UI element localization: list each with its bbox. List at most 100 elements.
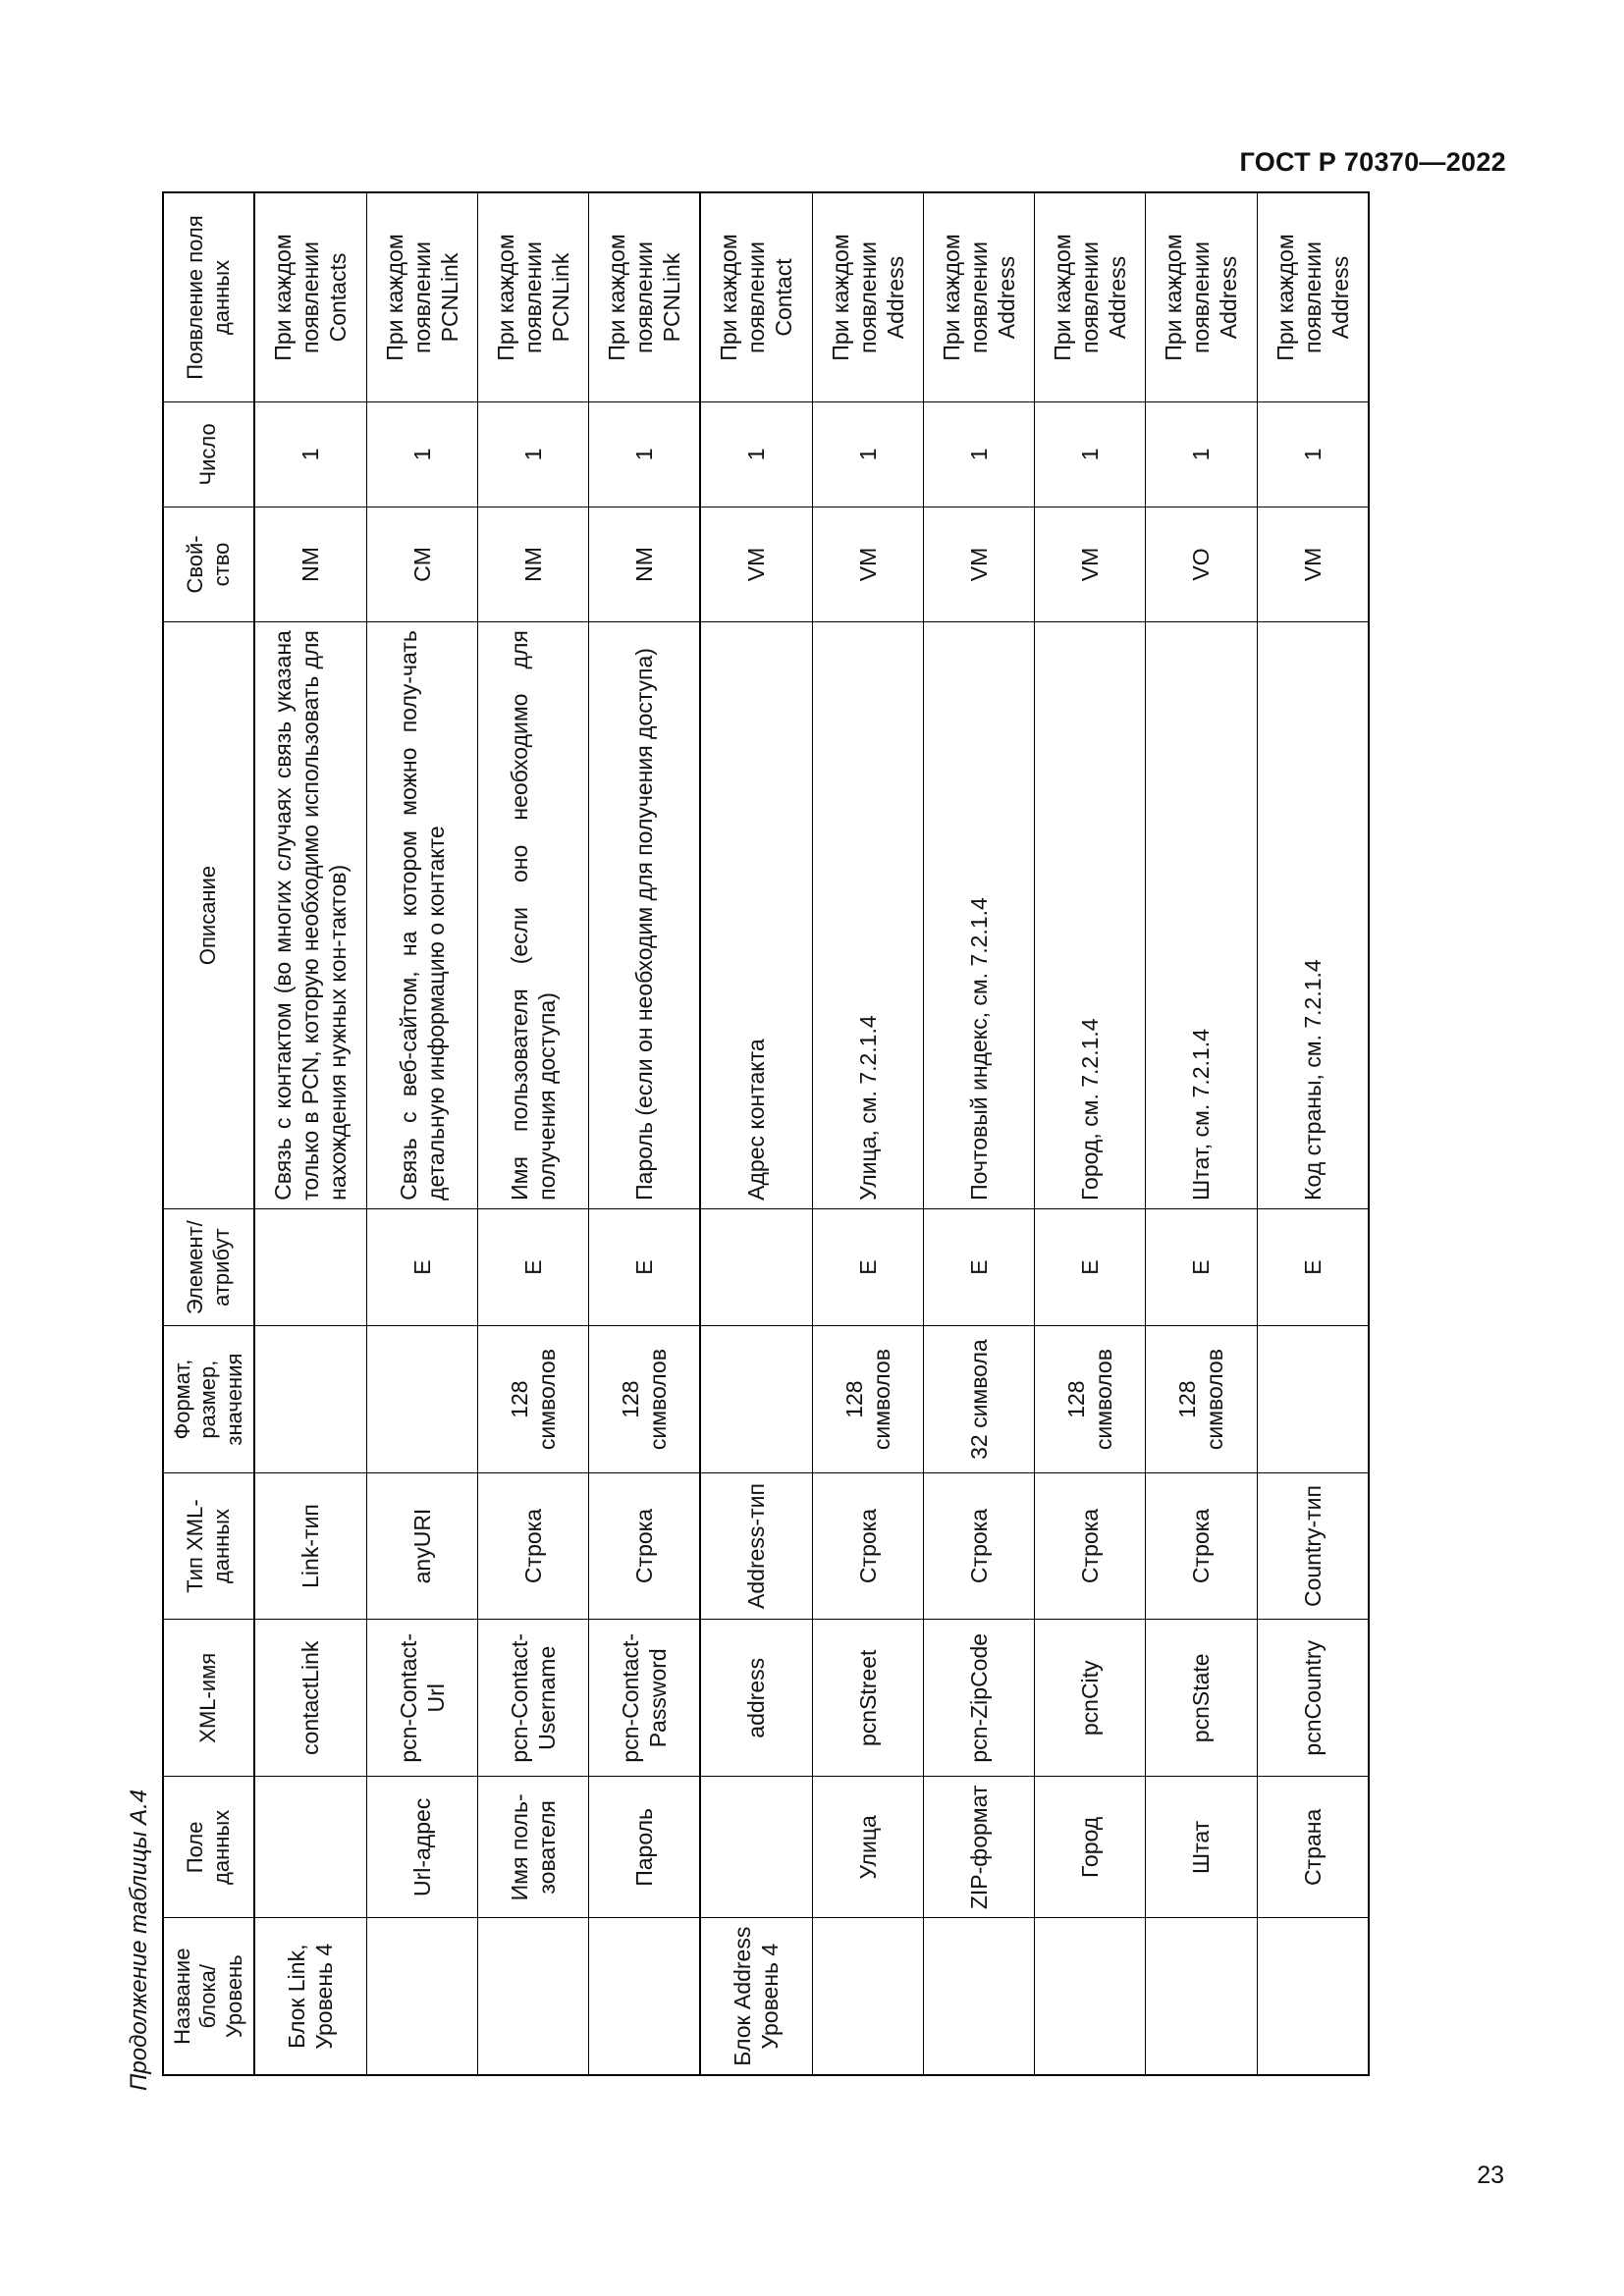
cell-number: 1: [700, 401, 813, 507]
cell-element-attr: [700, 1208, 813, 1326]
cell-xml-name: pcnCountry: [1257, 1619, 1369, 1777]
table-row: ZIP-формат pcn-ZipCode Строка 32 символа E По…: [923, 192, 1035, 2075]
table-row: Город pcnCity Строка 128 символов E Город, см…: [1034, 192, 1146, 2075]
cell-data-field: Пароль: [588, 1776, 701, 1918]
table-body: Блок Link, Уровень 4 contactLink Link-тип С…: [254, 192, 1369, 2075]
column-header-xml-name: XML-имя: [163, 1619, 255, 1777]
cell-element-attr: E: [1257, 1208, 1369, 1326]
cell-property: VM: [923, 507, 1035, 622]
cell-data-field: Страна: [1257, 1776, 1369, 1918]
cell-appearance: При каждом появлении Address: [923, 192, 1035, 402]
cell-xml-type: Строка: [1034, 1472, 1146, 1620]
cell-number: 1: [923, 401, 1035, 507]
cell-property: VM: [1257, 507, 1369, 622]
cell-number: 1: [588, 401, 701, 507]
cell-data-field: [254, 1776, 366, 1918]
cell-xml-type: Строка: [812, 1472, 924, 1620]
cell-format: 32 символа: [923, 1325, 1035, 1473]
cell-description: Штат, см. 7.2.1.4: [1145, 621, 1258, 1209]
cell-xml-name: pcn-Contact-Username: [477, 1619, 589, 1777]
cell-block-name: [366, 1917, 478, 2075]
data-field-specification-table: Название блока/ Уровень Поле данных XML-…: [162, 191, 1370, 2076]
table-caption: Продолжение таблицы А.4: [126, 1789, 152, 2091]
cell-block-name: [1145, 1917, 1258, 2075]
cell-block-name: [1034, 1917, 1146, 2075]
column-header-description: Описание: [163, 621, 255, 1209]
column-header-appearance: Появление поля данных: [163, 192, 255, 402]
cell-format: [366, 1325, 478, 1473]
cell-xml-type: Link-тип: [254, 1472, 366, 1620]
column-header-format: Формат, размер, значения: [163, 1325, 255, 1473]
cell-element-attr: E: [588, 1208, 701, 1326]
cell-description: Связь с веб-сайтом, на котором можно пол…: [366, 621, 478, 1209]
cell-number: 1: [477, 401, 589, 507]
cell-format: 128 символов: [588, 1325, 701, 1473]
cell-block-name: Блок Link, Уровень 4: [254, 1917, 366, 2075]
column-header-data-field: Поле данных: [163, 1776, 255, 1918]
cell-appearance: При каждом появлении PCNLink: [366, 192, 478, 402]
table-row: Блок Link, Уровень 4 contactLink Link-тип С…: [254, 192, 366, 2075]
rotated-table-container: Название блока/ Уровень Поле данных XML-…: [162, 191, 1370, 2076]
column-header-number: Число: [163, 401, 255, 507]
table-row: Url-адрес pcn-Contact-Url anyURI E Связь с в…: [366, 192, 478, 2075]
cell-number: 1: [812, 401, 924, 507]
cell-data-field: Город: [1034, 1776, 1146, 1918]
cell-appearance: При каждом появлении Address: [1257, 192, 1369, 402]
table-row: Улица pcnStreet Строка 128 символов E Улица, …: [812, 192, 924, 2075]
cell-element-attr: E: [1145, 1208, 1258, 1326]
cell-xml-name: pcn-ZipCode: [923, 1619, 1035, 1777]
cell-property: NM: [254, 507, 366, 622]
cell-number: 1: [1257, 401, 1369, 507]
column-header-property: Свой- ство: [163, 507, 255, 622]
cell-format: [254, 1325, 366, 1473]
cell-format: 128 символов: [812, 1325, 924, 1473]
cell-format: 128 символов: [1034, 1325, 1146, 1473]
cell-appearance: При каждом появлении PCNLink: [588, 192, 701, 402]
cell-block-name: [923, 1917, 1035, 2075]
cell-description: Город, см. 7.2.1.4: [1034, 621, 1146, 1209]
cell-description: Почтовый индекс, см. 7.2.1.4: [923, 621, 1035, 1209]
cell-description: Улица, см. 7.2.1.4: [812, 621, 924, 1209]
cell-element-attr: E: [477, 1208, 589, 1326]
cell-description: Пароль (если он необходим для получения …: [588, 621, 701, 1209]
cell-number: 1: [254, 401, 366, 507]
cell-element-attr: E: [812, 1208, 924, 1326]
cell-appearance: При каждом появлении Contact: [700, 192, 813, 402]
cell-data-field: Улица: [812, 1776, 924, 1918]
cell-xml-name: pcn-Contact-Password: [588, 1619, 701, 1777]
cell-element-attr: [254, 1208, 366, 1326]
cell-appearance: При каждом появлении Address: [1034, 192, 1146, 402]
table-row: Имя поль-зователя pcn-Contact-Username Стр…: [477, 192, 589, 2075]
cell-description: Связь с контактом (во многих случаях свя…: [254, 621, 366, 1209]
cell-xml-name: address: [700, 1619, 813, 1777]
cell-xml-type: Строка: [588, 1472, 701, 1620]
cell-format: 128 символов: [477, 1325, 589, 1473]
page-number: 23: [1477, 2162, 1504, 2189]
cell-number: 1: [366, 401, 478, 507]
table-row: Страна pcnCountry Country-тип E Код страны, …: [1257, 192, 1369, 2075]
cell-data-field: Штат: [1145, 1776, 1258, 1918]
cell-block-name: Блок Address Уровень 4: [700, 1917, 813, 2075]
table-header-row: Название блока/ Уровень Поле данных XML-…: [163, 192, 255, 2075]
cell-property: CM: [366, 507, 478, 622]
cell-block-name: [812, 1917, 924, 2075]
cell-property: VM: [812, 507, 924, 622]
cell-xml-name: contactLink: [254, 1619, 366, 1777]
cell-xml-name: pcnState: [1145, 1619, 1258, 1777]
column-header-element-attribute: Элемент/ атрибут: [163, 1208, 255, 1326]
cell-xml-type: anyURI: [366, 1472, 478, 1620]
cell-element-attr: E: [366, 1208, 478, 1326]
cell-element-attr: E: [1034, 1208, 1146, 1326]
cell-xml-name: pcnCity: [1034, 1619, 1146, 1777]
cell-block-name: [1257, 1917, 1369, 2075]
cell-data-field: [700, 1776, 813, 1918]
cell-appearance: При каждом появлении Contacts: [254, 192, 366, 402]
cell-number: 1: [1034, 401, 1146, 507]
cell-number: 1: [1145, 401, 1258, 507]
cell-xml-type: Строка: [477, 1472, 589, 1620]
cell-format: [700, 1325, 813, 1473]
cell-element-attr: E: [923, 1208, 1035, 1326]
cell-data-field: ZIP-формат: [923, 1776, 1035, 1918]
cell-xml-name: pcn-Contact-Url: [366, 1619, 478, 1777]
cell-property: VO: [1145, 507, 1258, 622]
